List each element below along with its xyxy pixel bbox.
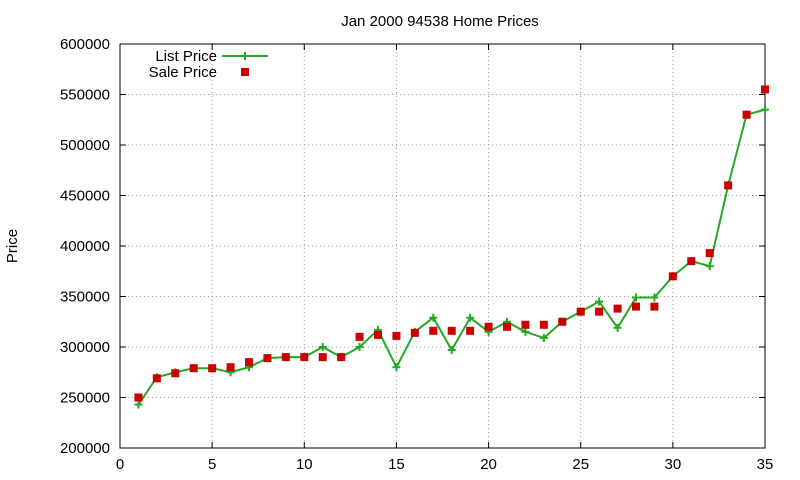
x-tick-label: 20	[480, 456, 497, 473]
y-tick-label: 450000	[60, 188, 110, 205]
data-point	[668, 272, 677, 281]
y-tick-label: 200000	[60, 440, 110, 457]
data-point	[761, 85, 769, 94]
data-point	[484, 322, 493, 331]
data-point	[392, 331, 401, 340]
series-sale-price	[134, 85, 769, 402]
data-point	[226, 363, 235, 372]
y-tick-label: 400000	[60, 238, 110, 255]
data-point	[632, 302, 640, 311]
legend-label: Sale Price	[149, 64, 217, 81]
data-point	[632, 293, 640, 302]
data-point	[539, 320, 548, 329]
data-point	[650, 293, 659, 302]
data-point	[466, 313, 475, 322]
legend-swatch-marker	[241, 52, 249, 60]
data-point	[687, 257, 696, 266]
data-point	[595, 307, 604, 316]
y-tick-label: 550000	[60, 87, 110, 104]
x-tick-label: 30	[665, 456, 682, 473]
data-point	[429, 326, 438, 335]
y-tick-label: 350000	[60, 289, 110, 306]
data-point	[521, 327, 530, 336]
data-point	[576, 307, 585, 316]
data-point	[613, 304, 622, 313]
data-point	[392, 363, 401, 372]
x-tick-label: 10	[296, 456, 313, 473]
data-point	[429, 313, 438, 322]
x-tick-label: 15	[388, 456, 405, 473]
y-tick-label: 300000	[60, 339, 110, 356]
data-point	[318, 343, 327, 351]
data-point	[318, 353, 327, 362]
data-point	[761, 105, 769, 114]
data-point	[595, 297, 604, 306]
axis-ticks: 0 5 10 15 20 25 30 35 200000 250000 300000 350000 40…	[60, 36, 773, 473]
data-point	[650, 302, 659, 311]
data-point	[245, 358, 253, 367]
data-point	[171, 369, 180, 378]
data-point	[503, 322, 511, 331]
data-point	[300, 353, 309, 362]
data-point	[705, 249, 714, 258]
y-tick-label: 600000	[60, 36, 110, 53]
x-tick-label: 0	[116, 456, 124, 473]
data-point	[134, 393, 143, 402]
data-point	[152, 374, 161, 383]
x-tick-label: 35	[757, 456, 774, 473]
series-line	[137, 108, 766, 406]
chart-title: Jan 2000 94538 Home Prices	[341, 13, 539, 30]
data-point	[466, 326, 475, 335]
data-point	[705, 262, 714, 271]
series-layer	[134, 85, 769, 409]
data-point	[355, 343, 364, 351]
data-point	[189, 364, 198, 373]
legend-label: List Price	[155, 48, 217, 65]
data-point	[355, 332, 364, 341]
x-tick-label: 5	[208, 456, 216, 473]
data-point	[558, 317, 567, 326]
data-point	[374, 330, 382, 339]
data-point	[742, 110, 751, 119]
data-point	[613, 323, 622, 332]
grid	[120, 44, 765, 448]
data-point	[724, 181, 733, 190]
data-point	[521, 320, 530, 329]
series-list-price	[134, 105, 769, 409]
legend-swatch-marker	[241, 68, 249, 76]
y-axis-label: Price	[4, 229, 21, 263]
data-point	[263, 354, 272, 363]
data-point	[539, 333, 548, 342]
x-tick-label: 25	[572, 456, 589, 473]
data-point	[337, 353, 346, 362]
data-point	[447, 326, 456, 335]
y-tick-label: 250000	[60, 390, 110, 407]
data-point	[281, 353, 290, 362]
data-point	[134, 400, 143, 409]
data-point	[447, 346, 456, 355]
data-point	[208, 364, 217, 373]
y-tick-label: 500000	[60, 137, 110, 154]
data-point	[410, 328, 419, 337]
